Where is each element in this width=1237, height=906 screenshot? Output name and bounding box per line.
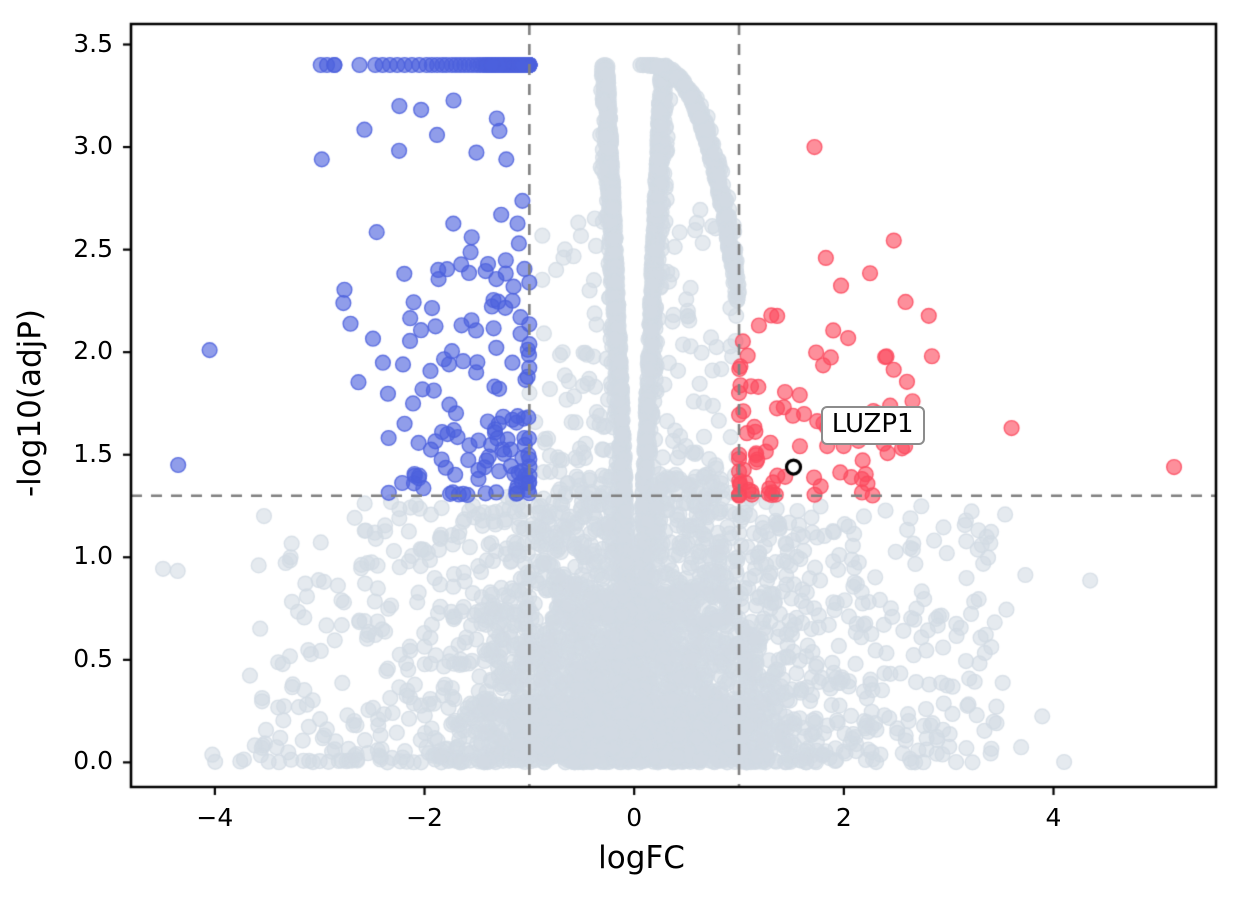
y-tick-label: 1.0	[73, 541, 113, 571]
y-tick-label: 1.5	[73, 438, 113, 468]
y-tick-label: 0.0	[73, 746, 113, 776]
x-tick-label: 4	[1045, 803, 1062, 832]
x-tick-label: 0	[626, 803, 643, 832]
x-axis-title: logFC	[0, 840, 1237, 876]
y-axis-title: -log10(adjP)	[12, 308, 48, 498]
gene-label-luzp1[interactable]: LUZP1	[820, 406, 925, 446]
y-tick-label: 3.5	[73, 28, 113, 58]
y-tick-label: 2.5	[73, 233, 113, 263]
y-tick-label: 2.0	[73, 336, 113, 366]
x-tick-label: −2	[406, 803, 443, 832]
x-tick-label: 2	[835, 803, 852, 832]
y-tick-label: 0.5	[73, 643, 113, 673]
x-axis-title-text: logFC	[598, 840, 685, 876]
x-tick-label: −4	[196, 803, 234, 832]
y-tick-label: 3.0	[73, 131, 113, 161]
